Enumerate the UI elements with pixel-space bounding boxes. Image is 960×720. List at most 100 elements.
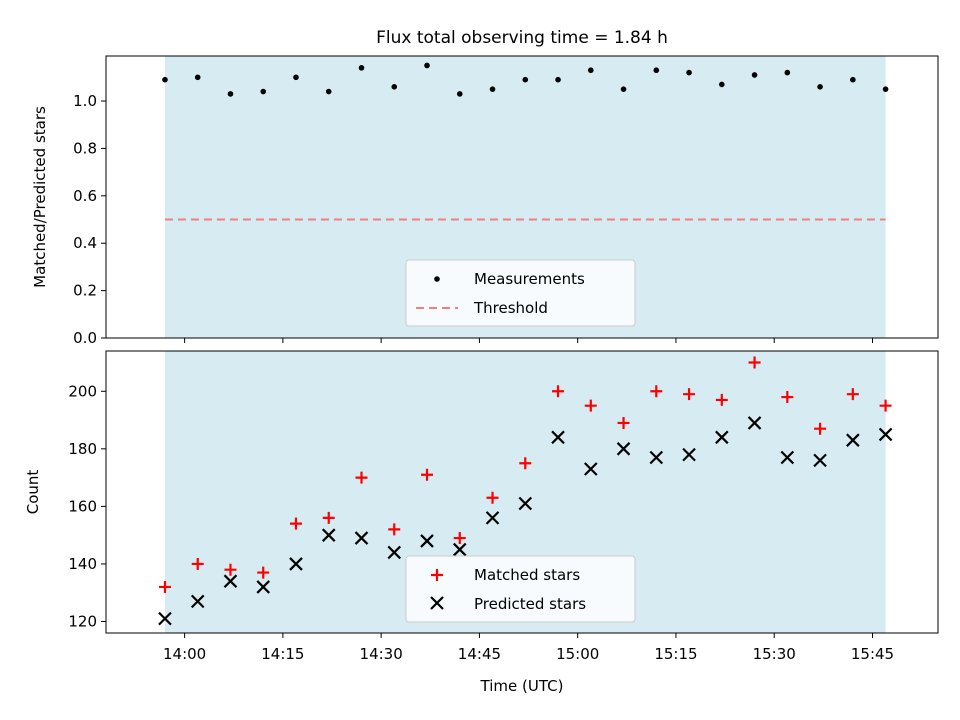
predicted-star-point: [452, 542, 467, 557]
legend-threshold-label: Threshold: [473, 299, 548, 317]
matched-star-point: [322, 511, 335, 524]
measurement-point: [850, 76, 856, 83]
count-panel: 120 140 160 180 200 14:00 14:15 14:30 14:45 15:0…: [24, 350, 939, 695]
count-panel-frame: [105, 350, 939, 634]
x-tick-label: 14:30: [360, 645, 403, 663]
x-tick-label: 15:45: [851, 645, 894, 663]
measurement-point: [391, 84, 398, 90]
matched-star-point: [650, 385, 663, 398]
matched-star-point: [584, 399, 597, 412]
matched-star-point: [224, 563, 237, 576]
y-tick-label: 0.8: [73, 139, 97, 157]
matched-star-point: [191, 557, 204, 570]
y-tick-label: 200: [68, 382, 97, 400]
x-tick-label: 15:00: [556, 645, 599, 663]
x-tick-label: 14:45: [458, 645, 501, 663]
predicted-star-point: [518, 496, 533, 511]
matched-star-point: [879, 399, 892, 412]
time-x-ticks: 14:00 14:15 14:30 14:45 15:00 15:15 15:30 15:45: [163, 633, 894, 663]
legend-predicted-marker: [430, 596, 444, 610]
y-tick-label: 140: [68, 555, 97, 573]
matched-star-point: [486, 491, 499, 504]
measurement-point: [719, 81, 725, 88]
predicted-star-point: [813, 453, 827, 468]
predicted-star-point: [682, 447, 696, 462]
predicted-star-point: [190, 594, 205, 609]
matched-star-point: [814, 422, 827, 435]
measurement-point: [260, 88, 267, 95]
measurement-point: [653, 67, 660, 74]
matched-star-point: [748, 356, 761, 369]
matched-star-point: [289, 517, 302, 530]
legend-matched-label: Matched stars: [474, 566, 580, 584]
matched-star-point: [683, 388, 696, 401]
predicted-star-point: [747, 416, 762, 430]
measurement-point: [293, 74, 299, 81]
y-tick-label: 0.6: [73, 187, 97, 205]
measurement-point: [325, 88, 332, 95]
x-tick-label: 14:00: [163, 645, 206, 663]
ratio-panel-frame: [105, 55, 939, 339]
matched-star-point: [715, 393, 728, 406]
legend-measurements-marker: [434, 276, 440, 282]
ratio-legend-box: [405, 259, 636, 327]
predicted-star-point: [780, 450, 795, 465]
measurement-point: [489, 86, 496, 92]
predicted-star-point: [616, 442, 631, 456]
count-legend-box: [405, 555, 636, 623]
legend-matched-marker: [431, 569, 443, 581]
legend-predicted-label: Predicted stars: [474, 595, 586, 613]
predicted-stars-points: [158, 416, 893, 626]
predicted-star-point: [387, 545, 402, 560]
measurement-point: [358, 65, 365, 71]
predicted-star-point: [715, 430, 729, 445]
matched-star-point: [421, 468, 434, 481]
measurement-point: [620, 86, 627, 92]
predicted-star-point: [878, 427, 893, 442]
predicted-star-point: [354, 531, 369, 545]
measurement-point: [424, 62, 430, 69]
measurement-point: [227, 91, 234, 97]
measurement-point: [456, 91, 463, 97]
predicted-star-point: [551, 430, 565, 445]
y-tick-label: 120: [68, 612, 97, 630]
chart-title: Flux total observing time = 1.84 h: [376, 28, 668, 48]
y-tick-label: 0.4: [73, 234, 97, 252]
matched-star-point: [846, 388, 859, 401]
predicted-star-point: [584, 462, 598, 476]
x-tick-label: 15:15: [654, 645, 697, 663]
ratio-legend: Measurements Threshold: [405, 259, 636, 327]
matched-stars-points: [158, 356, 892, 593]
predicted-star-point: [289, 557, 303, 571]
measurement-point: [194, 74, 201, 81]
matched-star-point: [257, 566, 270, 579]
measurement-point: [555, 76, 561, 83]
matched-star-point: [388, 523, 401, 536]
count-y-label: Count: [24, 470, 42, 515]
matched-star-point: [355, 471, 368, 484]
x-tick-label: 15:30: [753, 645, 796, 663]
x-tick-label: 14:15: [261, 645, 304, 663]
matched-star-point: [781, 391, 794, 404]
measurement-point: [882, 86, 889, 92]
matched-star-point: [519, 457, 532, 470]
y-tick-label: 180: [68, 440, 97, 458]
measurement-point: [162, 76, 168, 83]
predicted-star-point: [485, 511, 500, 525]
y-tick-label: 160: [68, 497, 97, 515]
matched-star-point: [552, 385, 565, 398]
predicted-star-point: [846, 433, 860, 447]
predicted-star-point: [420, 534, 434, 548]
predicted-star-point: [321, 528, 336, 542]
count-legend: Matched stars Predicted stars: [405, 555, 636, 623]
measurement-point: [817, 84, 823, 90]
predicted-star-point: [649, 450, 664, 465]
predicted-star-point: [223, 574, 238, 588]
y-tick-label: 0.0: [73, 329, 97, 347]
legend-measurements-label: Measurements: [474, 270, 585, 288]
y-tick-label: 0.2: [73, 282, 97, 300]
measurement-point: [686, 69, 692, 76]
measurement-point: [522, 76, 529, 83]
measurement-point: [751, 72, 758, 78]
